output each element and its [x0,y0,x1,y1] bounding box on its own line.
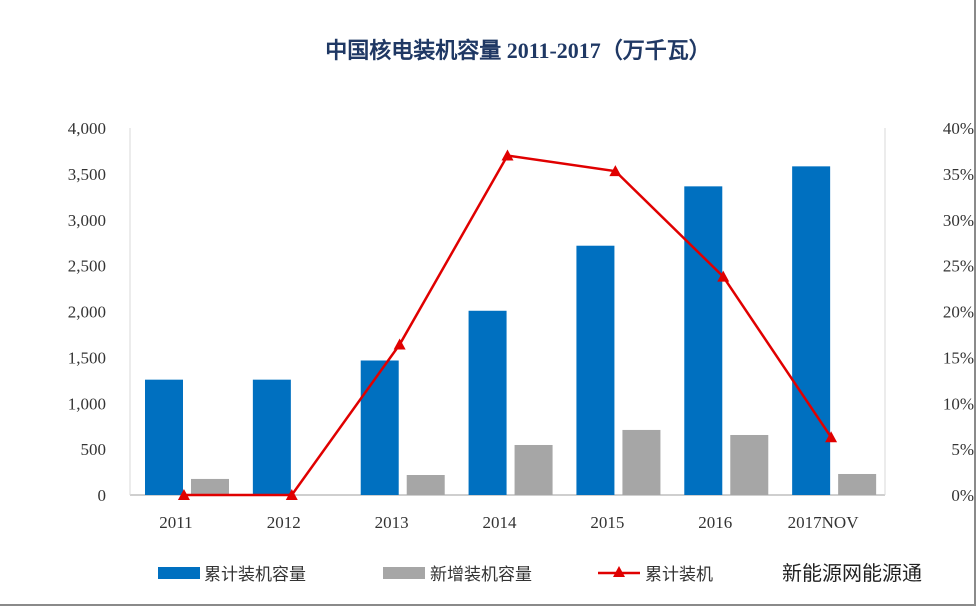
left-tick-label: 2,000 [68,303,106,322]
right-tick-label: 35% [943,165,974,184]
x-tick-label: 2017NOV [788,513,860,532]
left-tick-label: 500 [81,440,107,459]
line-point-2016 [717,270,730,282]
legend-label: 累计装机 [645,565,713,585]
left-tick-label: 3,500 [68,165,106,184]
legend-swatch-cumulative [158,567,200,579]
chart-title: 中国核电装机容量 2011-2017（万千瓦） [325,38,711,63]
legend-marker [613,566,625,577]
bar-cumulative-2015 [576,245,615,495]
right-tick-label: 30% [943,211,974,230]
bar-cumulative-2017NOV [792,166,831,495]
left-tick-label: 4,000 [68,119,106,138]
watermark: 新能源网能源通 [782,561,922,585]
legend-swatch-new [383,567,425,579]
left-tick-label: 3,000 [68,211,106,230]
bar-cumulative-2011 [145,379,183,495]
legend-label: 新增装机容量 [430,565,532,585]
right-tick-label: 20% [943,303,974,322]
bar-new-2013 [406,474,445,495]
bar-new-2014 [514,444,553,495]
bar-new-2011 [191,478,229,495]
bar-cumulative-2013 [360,360,399,495]
legend-label: 累计装机容量 [204,565,306,585]
line-point-2014 [501,149,514,161]
left-tick-label: 0 [98,486,107,505]
right-tick-label: 25% [943,257,974,276]
x-tick-label: 2015 [590,513,624,532]
line-point-2012 [285,489,298,500]
right-tick-label: 10% [943,394,974,413]
bar-new-2015 [622,429,661,495]
line-point-2015 [609,165,622,177]
bar-new-2017NOV [838,473,877,495]
x-tick-label: 2016 [698,513,732,532]
bar-cumulative-2012 [252,379,291,495]
bar-cumulative-2014 [468,310,507,495]
line-point-2017NOV [825,431,838,443]
x-tick-label: 2013 [375,513,409,532]
bar-new-2016 [730,434,769,495]
x-tick-label: 2014 [483,513,518,532]
bar-cumulative-2016 [684,186,723,495]
left-tick-label: 1,500 [68,348,106,367]
right-tick-label: 5% [951,440,974,459]
right-tick-label: 40% [943,119,974,138]
right-tick-label: 0% [951,486,974,505]
left-tick-label: 2,500 [68,257,106,276]
line-point-2013 [393,338,406,350]
left-tick-label: 1,000 [68,394,106,413]
right-tick-label: 15% [943,348,974,367]
line-point-2011 [177,489,190,500]
x-tick-label: 2011 [159,513,192,532]
x-tick-label: 2012 [267,513,301,532]
